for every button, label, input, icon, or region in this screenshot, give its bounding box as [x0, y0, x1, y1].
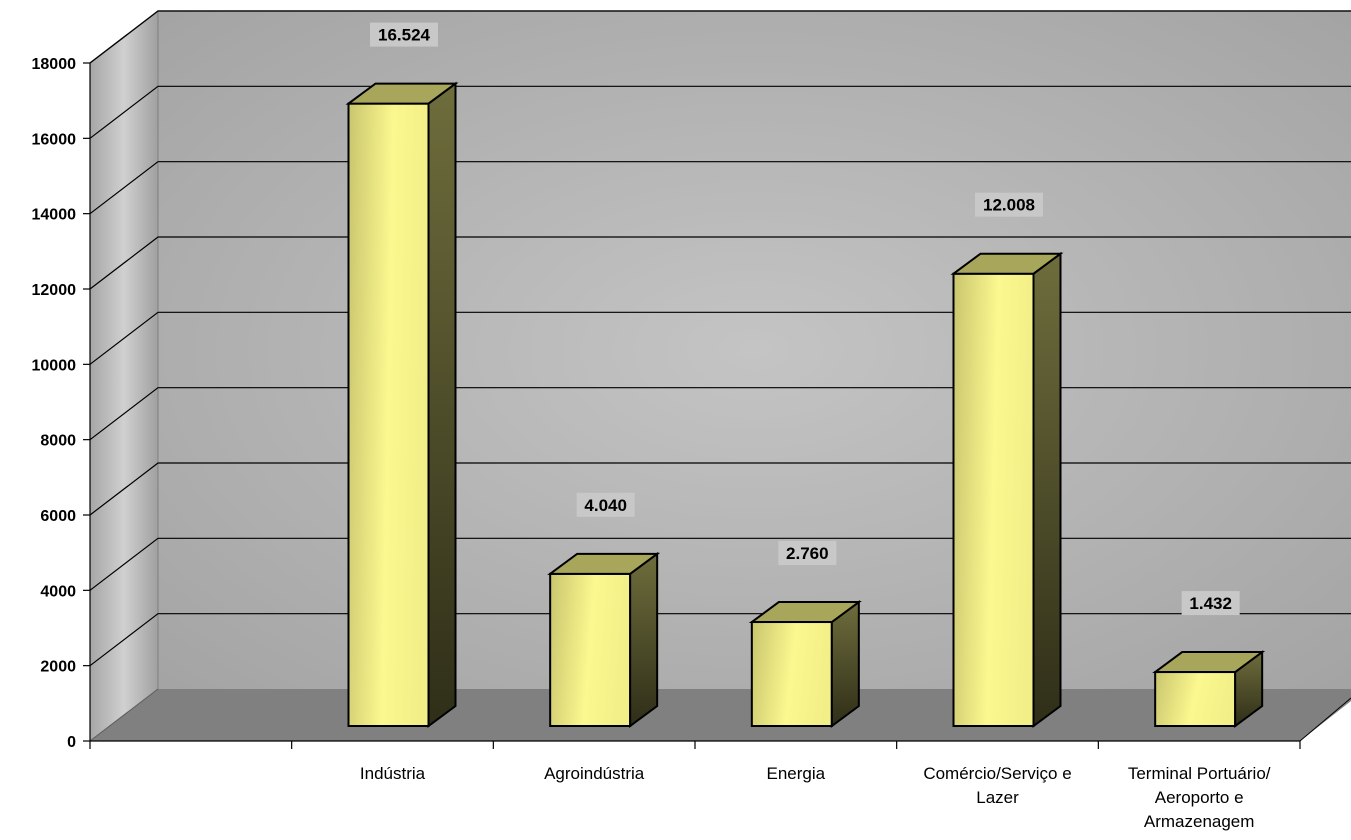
x-tick-label: Indústria — [360, 764, 426, 783]
bar-top — [345, 82, 459, 105]
x-tick-label: Energia — [767, 764, 826, 783]
plot-walls — [89, 9, 1351, 743]
data-label-bg — [1181, 591, 1240, 616]
bar-side — [427, 81, 457, 728]
data-label: 2.760 — [786, 544, 829, 563]
data-label: 4.040 — [584, 496, 627, 515]
bars — [345, 81, 1266, 728]
bar-side — [830, 600, 860, 728]
y-tick-label: 10000 — [32, 357, 77, 374]
y-tick-label: 0 — [67, 734, 76, 751]
floor-right-edge — [1299, 697, 1351, 742]
gridline — [89, 85, 1351, 139]
data-label-bg — [370, 22, 438, 47]
y-tick-label: 12000 — [32, 282, 77, 299]
data-label: 12.008 — [983, 196, 1035, 215]
bar-front — [952, 272, 1035, 727]
x-tick-label: Comércio/Serviço e — [923, 764, 1071, 783]
y-tick-label: 6000 — [40, 508, 76, 525]
gridlines — [89, 10, 1351, 667]
y-tick-label: 18000 — [32, 56, 77, 73]
gridline — [89, 161, 1351, 215]
bar-top — [748, 601, 862, 624]
data-label-bg — [975, 192, 1043, 217]
y-tick-label: 14000 — [32, 207, 77, 224]
floor-edge — [89, 688, 159, 742]
x-tick-label: Armazenagem — [1144, 812, 1255, 831]
data-label-bg — [778, 541, 837, 566]
x-tick-label: Agroindústria — [544, 764, 645, 783]
bar-top — [950, 252, 1064, 275]
x-tick-label: Aeroporto e — [1155, 788, 1244, 807]
bar — [547, 551, 661, 728]
gridline — [89, 10, 1351, 64]
bar — [1152, 650, 1266, 728]
bar-front — [750, 621, 833, 727]
y-tick-label: 4000 — [40, 583, 76, 600]
y-tick-label: 16000 — [32, 131, 77, 148]
bar — [748, 600, 862, 728]
y-tick-label: 2000 — [40, 659, 76, 676]
data-label: 16.524 — [378, 26, 431, 45]
side-wall — [89, 9, 159, 743]
labels: 0 2000 4000 6000 8000 10000 12000 14000 16000 180… — [32, 22, 1271, 831]
bar — [345, 81, 459, 728]
gridline — [89, 236, 1351, 290]
bar-side — [1032, 251, 1062, 728]
x-tick-label: Terminal Portuário/ — [1128, 764, 1271, 783]
data-label: 1.432 — [1189, 594, 1232, 613]
y-tick-label: 8000 — [40, 433, 76, 450]
x-tick-label: Lazer — [976, 788, 1019, 807]
bar-front — [549, 572, 632, 727]
axes — [83, 62, 1301, 749]
bar-front — [1154, 671, 1237, 728]
bar-top — [547, 552, 661, 575]
bar-top — [1152, 651, 1266, 674]
bar — [950, 251, 1064, 728]
data-label-bg — [576, 492, 635, 517]
bar-side — [629, 551, 659, 728]
back-wall — [158, 11, 1351, 689]
bar-front — [347, 102, 430, 727]
